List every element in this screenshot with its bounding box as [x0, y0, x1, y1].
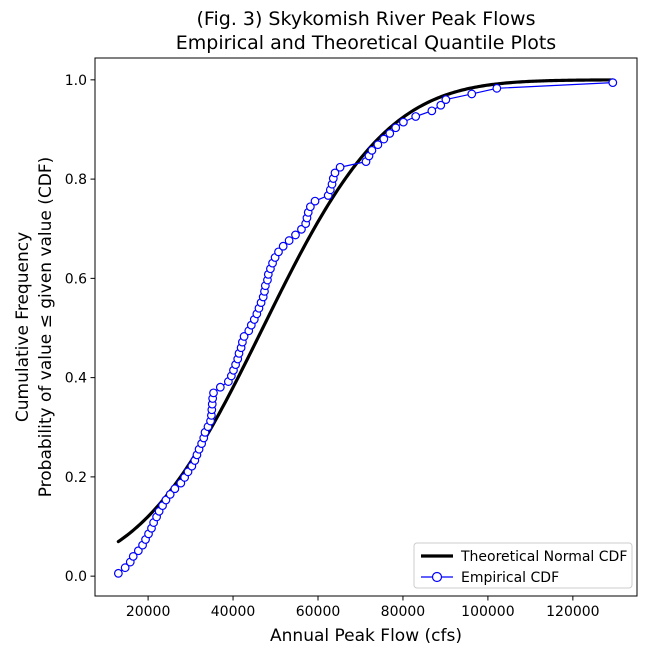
empirical-data-point-marker	[335, 162, 345, 172]
x-tick-label: 20000	[126, 604, 171, 620]
empirical-data-point-marker	[215, 382, 225, 392]
empirical-data-point-marker	[170, 484, 180, 494]
empirical-data-point-marker	[427, 106, 437, 116]
empirical-data-point-marker	[391, 123, 401, 133]
empirical-data-point-marker	[297, 224, 306, 234]
empirical-data-point-marker	[310, 196, 320, 206]
empirical-data-point-marker	[239, 332, 249, 341]
empirical-data-point-marker	[120, 563, 130, 573]
legend-empirical-marker-sample	[431, 571, 443, 583]
legend-label-theoretical: Theoretical Normal CDF	[460, 549, 627, 565]
chart-title-line1: (Fig. 3) Skykomish River Peak Flows	[197, 8, 536, 30]
empirical-data-point-marker	[128, 552, 138, 561]
y-tick-label: 0.4	[65, 371, 87, 387]
y-tick-label: 0.8	[65, 172, 87, 188]
plot-area-frame	[94, 57, 638, 597]
y-tick-label: 1.0	[65, 73, 87, 89]
empirical-data-point-marker	[278, 241, 288, 251]
y-axis-label-line1: Cumulative Frequency	[13, 232, 33, 422]
empirical-data-point-marker	[291, 230, 300, 240]
empirical-data-point-marker	[284, 236, 294, 245]
empirical-data-point-marker	[133, 546, 143, 556]
chart-title-line2: Empirical and Theoretical Quantile Plots	[176, 32, 556, 54]
empirical-data-point-marker	[165, 489, 175, 499]
empirical-data-point-marker	[436, 100, 446, 110]
empirical-data-point-marker	[385, 129, 395, 138]
legend: Theoretical Normal CDF Empirical CDF	[413, 542, 633, 589]
empirical-data-point-marker	[113, 568, 123, 578]
data-series	[113, 78, 618, 578]
y-axis-label-line2: Probability of value ≤ given value (CDF)	[36, 157, 56, 498]
empirical-data-point-marker	[274, 247, 283, 257]
legend-frame	[413, 542, 633, 589]
empirical-data-point-marker	[330, 168, 340, 178]
empirical-data-point-marker	[398, 117, 408, 127]
empirical-data-point-marker	[373, 140, 383, 150]
empirical-data-point-marker	[367, 145, 377, 155]
empirical-data-point-marker	[411, 112, 421, 121]
y-tick-label: 0.0	[65, 569, 87, 585]
empirical-data-point-marker	[467, 89, 477, 99]
x-tick-label: 40000	[211, 604, 256, 620]
x-tick-label: 80000	[381, 604, 426, 620]
empirical-data-point-marker	[608, 78, 618, 88]
x-axis-label: Annual Peak Flow (cfs)	[270, 626, 462, 646]
legend-label-empirical: Empirical CDF	[461, 570, 559, 586]
empirical-data-point-marker	[209, 388, 218, 398]
x-tick-label: 60000	[296, 604, 341, 620]
y-tick-label: 0.6	[65, 271, 87, 287]
y-tick-label: 0.2	[65, 470, 87, 486]
empirical-data-point-marker	[379, 134, 389, 144]
y-axis-ticks: 0.0 0.2 0.4 0.6 0.8 1.0	[65, 73, 95, 585]
empirical-data-point-marker	[305, 202, 315, 212]
theoretical-normal-cdf-line	[116, 78, 615, 544]
x-tick-label: 120000	[546, 604, 599, 620]
empirical-data-point-marker	[441, 95, 451, 104]
empirical-data-point-marker	[161, 495, 171, 505]
x-axis-ticks: 20000 40000 60000 80000 100000 120000	[126, 596, 600, 620]
x-tick-label: 100000	[461, 604, 514, 620]
empirical-data-point-marker	[492, 83, 502, 93]
